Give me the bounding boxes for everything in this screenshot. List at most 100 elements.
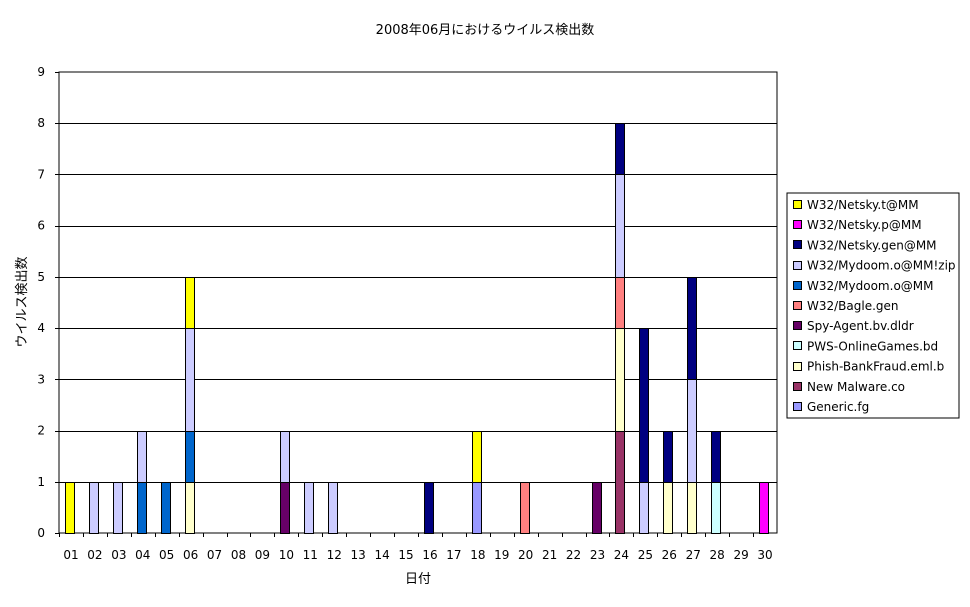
- y-tick-label: 4: [37, 321, 45, 335]
- x-tick-label: 07: [207, 548, 222, 562]
- y-tick-label: 3: [37, 372, 45, 386]
- y-tick-label: 9: [37, 65, 45, 79]
- gridlines: [59, 123, 777, 483]
- legend-swatch: [793, 220, 802, 229]
- x-axis-label: 日付: [405, 572, 431, 587]
- bar-segment: [89, 482, 99, 534]
- y-tick-label: 5: [37, 270, 45, 284]
- x-tick-label: 29: [733, 548, 748, 562]
- bar-segment: [424, 482, 434, 534]
- legend-label: Generic.fg: [807, 400, 869, 414]
- x-tick-label: 10: [279, 548, 294, 562]
- x-tick-label: 25: [638, 548, 653, 562]
- legend-swatch: [793, 281, 802, 290]
- legend-swatch: [793, 240, 802, 249]
- x-tick-label: 11: [303, 548, 318, 562]
- legend-label: W32/Mydoom.o@MM: [807, 279, 934, 293]
- bar-segment: [687, 482, 697, 534]
- legend-swatch: [793, 402, 802, 411]
- x-tick-label: 28: [710, 548, 725, 562]
- x-tick-label: 16: [422, 548, 437, 562]
- bar-segment: [304, 482, 314, 534]
- x-tick-label: 19: [494, 548, 509, 562]
- x-tick-label: 30: [757, 548, 772, 562]
- legend-swatch: [793, 321, 802, 330]
- x-tick-label: 04: [135, 548, 150, 562]
- bar-segment: [759, 482, 769, 534]
- y-tick-label: 7: [37, 167, 45, 181]
- bar-segment: [687, 277, 697, 380]
- y-tick-label: 0: [37, 526, 45, 540]
- x-tick-label: 08: [231, 548, 246, 562]
- x-tick-label: 20: [518, 548, 533, 562]
- x-tick-label: 14: [374, 548, 389, 562]
- bar-segment: [185, 431, 195, 483]
- legend-label: Spy-Agent.bv.dldr: [807, 319, 914, 333]
- legend-swatch: [793, 301, 802, 310]
- y-tick-label: 8: [37, 116, 45, 130]
- x-tick-label: 24: [614, 548, 629, 562]
- x-tick-label: 12: [327, 548, 342, 562]
- bar-segment: [185, 328, 195, 432]
- bar-segment: [328, 482, 338, 534]
- x-tick-label: 06: [183, 548, 198, 562]
- legend-label: W32/Netsky.t@MM: [807, 198, 919, 212]
- x-tick-label: 21: [542, 548, 557, 562]
- bar-segment: [280, 482, 290, 534]
- x-tick-label: 22: [566, 548, 581, 562]
- bar-segment: [615, 174, 625, 278]
- legend-label: PWS-OnlineGames.bd: [807, 339, 938, 353]
- x-tick-label: 13: [351, 548, 366, 562]
- x-tick-label: 26: [662, 548, 677, 562]
- x-tick-label: 15: [398, 548, 413, 562]
- bar-segment: [113, 482, 123, 534]
- legend-swatch: [793, 382, 802, 391]
- bars: [65, 123, 769, 534]
- legend-box: [786, 192, 960, 419]
- bar-segment: [472, 431, 482, 483]
- legend-label: W32/Netsky.p@MM: [807, 218, 922, 232]
- legend-label: W32/Netsky.gen@MM: [807, 238, 937, 252]
- bar-segment: [615, 277, 625, 329]
- bar-segment: [592, 482, 602, 534]
- legend: W32/Netsky.t@MM W32/Netsky.p@MM W32/Netsky…: [786, 192, 960, 419]
- legend-swatch: [793, 261, 802, 270]
- x-tick-label: 02: [87, 548, 102, 562]
- bar-segment: [687, 379, 697, 483]
- x-tick-label: 09: [255, 548, 270, 562]
- legend-label: New Malware.co: [807, 380, 905, 394]
- bar-segment: [185, 482, 195, 534]
- x-axis-ticks: 01 02 03 04 05 06 07 08 09 10 11 12 13 14 15 16 17 18 19 20…: [59, 533, 773, 562]
- bar-segment: [65, 482, 75, 534]
- y-tick-label: 6: [37, 219, 45, 233]
- bar-segment: [615, 431, 625, 534]
- bar-segment: [663, 431, 673, 483]
- x-tick-label: 03: [111, 548, 126, 562]
- legend-label: W32/Bagle.gen: [807, 299, 899, 313]
- bar-segment: [137, 482, 147, 534]
- y-tick-label: 2: [37, 424, 45, 438]
- y-tick-label: 1: [37, 475, 45, 489]
- x-tick-label: 01: [63, 548, 78, 562]
- bar-segment: [615, 123, 625, 175]
- bar-segment: [639, 328, 649, 483]
- x-tick-label: 27: [686, 548, 701, 562]
- bar-segment: [280, 431, 290, 483]
- bar-segment: [663, 482, 673, 534]
- bar-segment: [615, 328, 625, 432]
- legend-swatch: [793, 341, 802, 350]
- bar-segment: [137, 431, 147, 483]
- x-tick-label: 05: [159, 548, 174, 562]
- y-axis-ticks: 0 1 2 3 4 5 6 7 8 9: [37, 65, 59, 540]
- plot-area: [58, 71, 778, 534]
- y-axis-label: ウイルス検出数: [15, 256, 30, 347]
- bar-segment: [185, 277, 195, 329]
- bar-segment: [161, 482, 171, 534]
- chart-title: 2008年06月におけるウイルス検出数: [376, 23, 595, 38]
- bar-segment: [711, 482, 721, 534]
- bar-segment: [520, 482, 530, 534]
- x-tick-label: 17: [446, 548, 461, 562]
- legend-label: Phish-BankFraud.eml.b: [807, 360, 944, 374]
